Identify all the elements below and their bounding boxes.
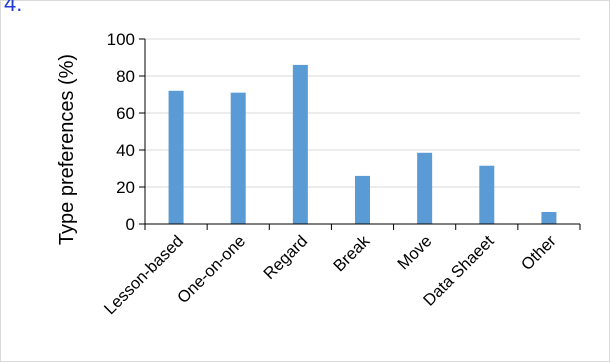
- x-tick-label: Lesson-based: [101, 232, 187, 318]
- x-tick-label: Regard: [260, 232, 311, 283]
- bar-one-on-one: [230, 92, 246, 225]
- bar-lesson-based: [168, 90, 184, 224]
- y-tick-label: 60: [116, 104, 135, 123]
- gridlines: [145, 38, 580, 188]
- x-tick-label: Move: [394, 232, 435, 273]
- axes: [144, 39, 580, 225]
- bar-regard: [292, 64, 308, 225]
- x-tick-label: Break: [330, 232, 374, 276]
- y-tick-labels: 0 20 40 60 80 100: [107, 30, 145, 234]
- y-axis-label: Type preferences (%): [56, 54, 78, 245]
- x-tick-label: Other: [518, 232, 560, 274]
- bar-move: [417, 152, 433, 224]
- y-tick-label: 80: [116, 67, 135, 86]
- bar-data-shaeet: [479, 165, 495, 224]
- y-tick-label: 20: [116, 178, 135, 197]
- bar-series: [168, 64, 557, 225]
- bar-other: [541, 211, 557, 224]
- y-tick-label: 40: [116, 141, 135, 160]
- y-tick-label: 100: [107, 30, 135, 49]
- panel-label: 4.: [4, 0, 23, 16]
- y-tick-label: 0: [126, 215, 135, 234]
- bar-break: [355, 175, 370, 224]
